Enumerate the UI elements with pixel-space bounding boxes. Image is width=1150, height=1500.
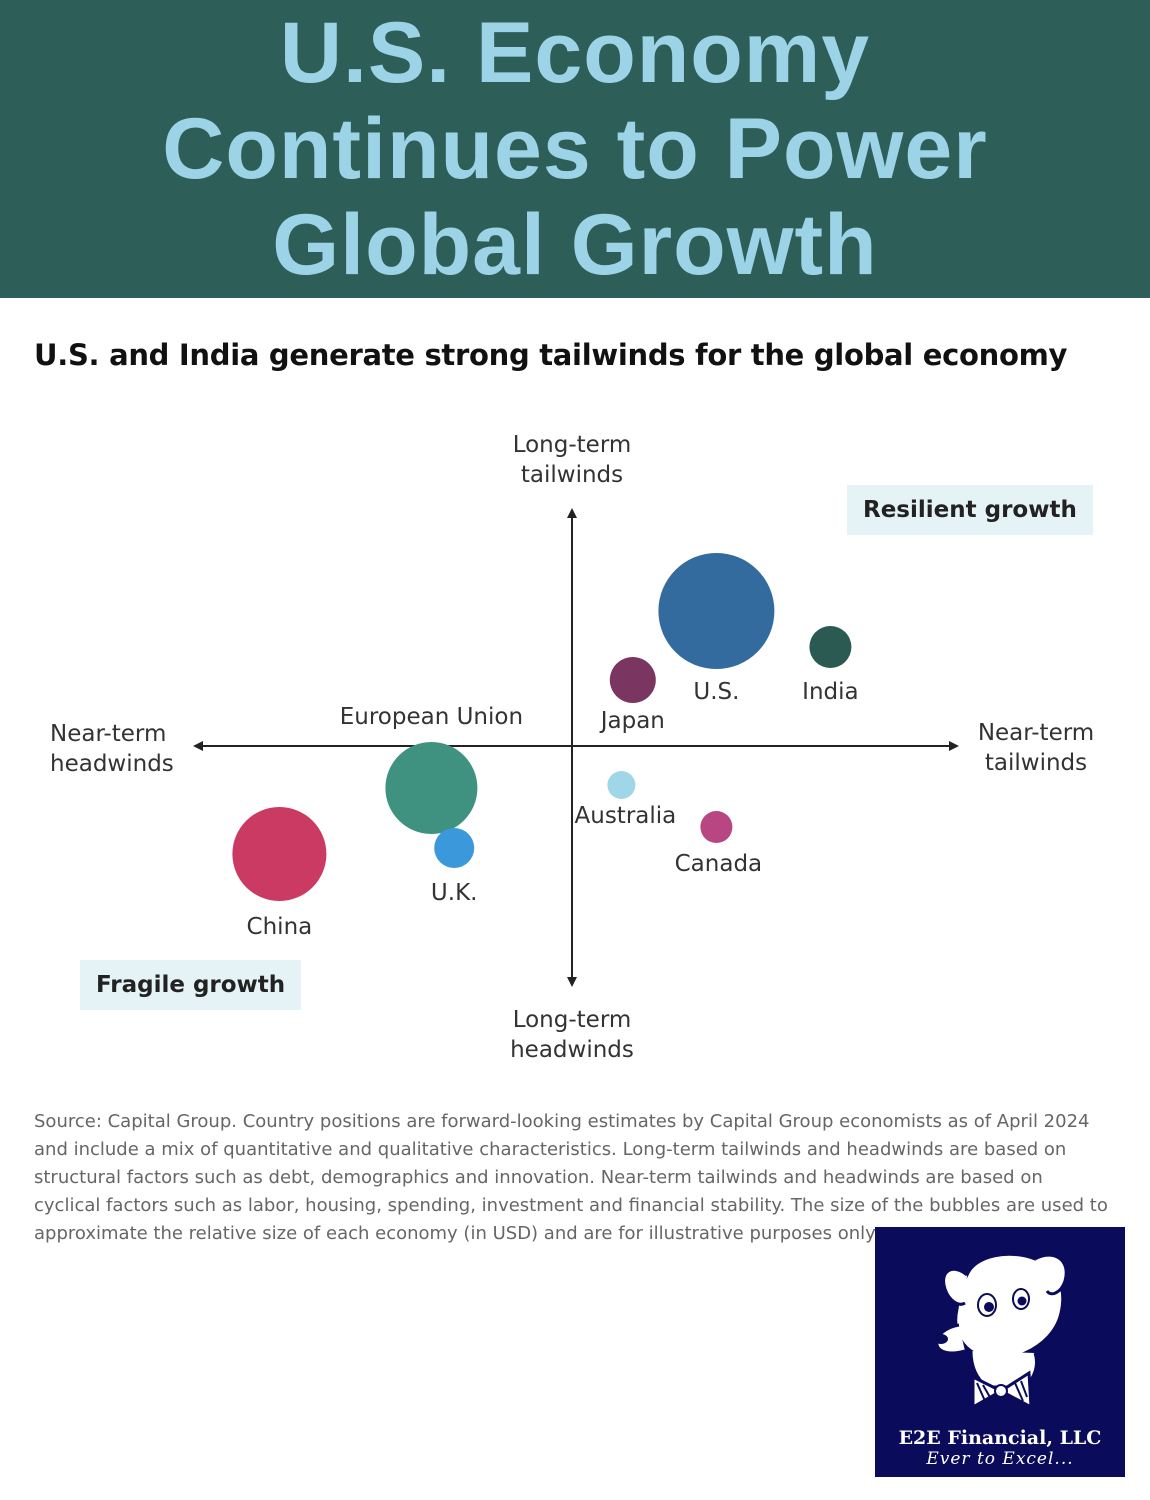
bubble-canada xyxy=(700,811,733,843)
bubble-label-china: China xyxy=(247,914,313,940)
banner-title-line-3: Global Growth xyxy=(272,197,878,293)
quadrant-label-fragile-growth: Fragile growth xyxy=(80,960,302,1010)
bubble-u-k xyxy=(434,828,475,868)
title-banner: U.S. Economy Continues to Power Global G… xyxy=(0,0,1150,298)
axis-label-bottom: Long-term headwinds xyxy=(510,1007,634,1063)
bubble-chart: Long-term tailwinds Long-term headwinds Near… xyxy=(50,432,1094,1063)
axis-label-left: Near-term headwinds xyxy=(50,721,174,777)
bubble-label-australia: Australia xyxy=(575,803,677,829)
bubbles xyxy=(232,553,852,901)
bubble-china xyxy=(232,807,327,901)
bubble-label-u-s: U.S. xyxy=(693,679,739,705)
bubble-japan xyxy=(609,657,656,703)
source-note: Source: Capital Group. Country positions… xyxy=(34,1111,1108,1244)
logo-company-name: E2E Financial, LLC xyxy=(898,1427,1102,1449)
bubble-label-canada: Canada xyxy=(675,851,763,877)
banner-title-line-2: Continues to Power xyxy=(162,101,988,197)
axis-label-right: Near-term tailwinds xyxy=(978,720,1094,776)
bubble-india xyxy=(809,626,852,668)
bubble-u-s xyxy=(658,553,775,669)
logo-tagline: Ever to Excel... xyxy=(926,1449,1074,1469)
labels: U.S. India Japan European Union U.K. China Aus… xyxy=(247,679,859,940)
axes: Long-term tailwinds Long-term headwinds Near… xyxy=(50,432,1094,1063)
axis-label-top: Long-term tailwinds xyxy=(513,432,632,488)
quadrant-label-resilient-growth: Resilient growth xyxy=(847,485,1093,535)
bubble-label-india: India xyxy=(802,679,858,705)
dog-with-bowtie-icon xyxy=(934,1252,1068,1410)
company-logo: E2E Financial, LLC Ever to Excel... xyxy=(875,1227,1125,1477)
bubble-label-european-union: European Union xyxy=(340,704,523,730)
bubble-australia xyxy=(607,771,636,799)
bubble-label-u-k: U.K. xyxy=(431,880,478,906)
banner-title-line-1: U.S. Economy xyxy=(279,5,871,101)
bubble-label-japan: Japan xyxy=(599,708,665,734)
chart-subtitle: U.S. and India generate strong tailwinds… xyxy=(34,338,1068,372)
bubble-european-union xyxy=(385,742,478,834)
